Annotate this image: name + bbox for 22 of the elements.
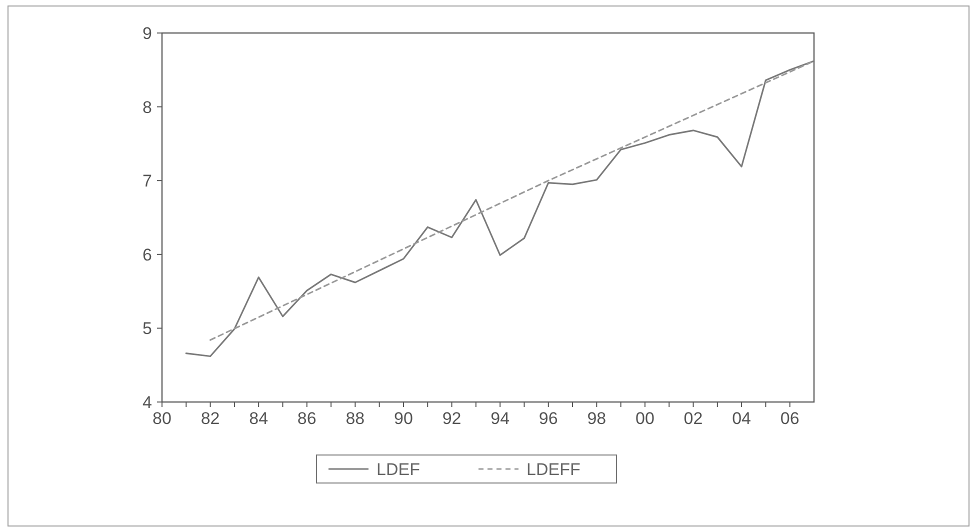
x-tick-label: 02 — [684, 409, 703, 428]
x-tick-label: 84 — [249, 409, 268, 428]
x-tick-label: 06 — [780, 409, 800, 428]
x-tick-label: 04 — [732, 409, 752, 428]
y-tick-label: 6 — [142, 245, 152, 264]
x-tick-label: 88 — [346, 409, 365, 428]
x-tick-label: 94 — [490, 409, 510, 428]
y-tick-label: 4 — [142, 393, 152, 412]
y-tick-label: 9 — [142, 24, 152, 43]
x-tick-label: 82 — [200, 409, 220, 428]
x-tick-label: 96 — [538, 409, 558, 428]
x-tick-label: 86 — [297, 409, 316, 428]
legend-label: LDEFF — [526, 460, 580, 479]
x-tick-label: 92 — [442, 409, 462, 428]
x-tick-label: 80 — [152, 409, 172, 428]
y-tick-label: 8 — [142, 98, 152, 117]
x-tick-label: 90 — [394, 409, 413, 428]
y-tick-label: 5 — [142, 319, 152, 338]
x-tick-label: 00 — [636, 409, 654, 428]
x-tick-label: 98 — [587, 409, 606, 428]
legend-label: LDEF — [376, 460, 420, 479]
y-tick-label: 7 — [142, 172, 152, 191]
